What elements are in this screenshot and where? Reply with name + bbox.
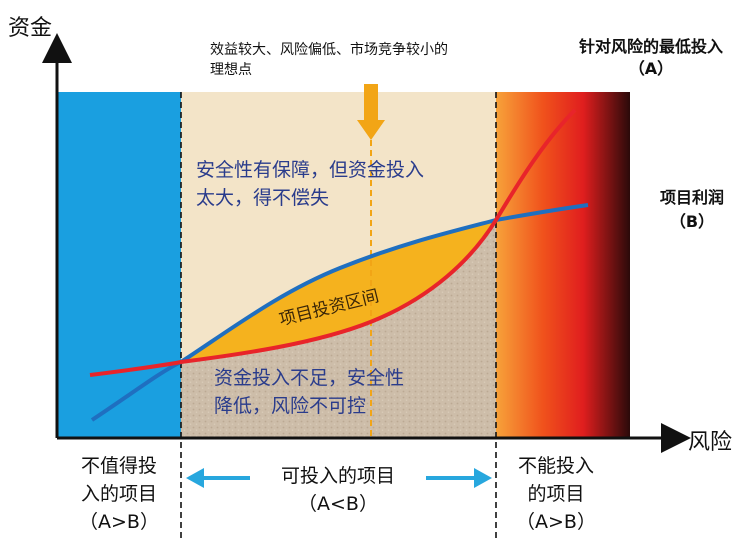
not-worth-line3: （A>B） xyxy=(79,511,159,533)
curve-b-label-line2: （B） xyxy=(669,212,715,231)
lower-texture-area xyxy=(181,220,496,438)
y-axis-label: 资金 xyxy=(8,16,53,41)
investable-line2: （A<B） xyxy=(298,493,378,515)
curve-b-label-line1: 项目利润 xyxy=(659,188,724,207)
investable-arrow-right-head xyxy=(474,468,492,488)
ideal-point-note: 效益较大、风险偏低、市场竞争较小的 理想点 xyxy=(210,40,448,80)
not-worth-line1: 不值得投 xyxy=(80,455,157,477)
cannot-invest-line3: （A>B） xyxy=(516,511,596,533)
ideal-point-note-line1: 效益较大、风险偏低、市场竞争较小的 xyxy=(210,42,448,58)
cannot-invest-line1: 不能投入 xyxy=(517,455,594,477)
curve-a-label: 针对风险的最低投入 （A） xyxy=(548,36,754,80)
investable-label: 可投入的项目 （A<B） xyxy=(250,462,426,518)
not-worth-label: 不值得投 入的项目 （A>B） xyxy=(60,452,178,536)
investable-arrow-left-head xyxy=(186,468,204,488)
under-investment-line1: 资金投入不足，安全性 xyxy=(214,367,405,389)
investment-band xyxy=(181,220,496,362)
x-axis-label: 风险 xyxy=(688,430,733,455)
left-zone xyxy=(57,92,181,438)
curve-b-label: 项目利润 （B） xyxy=(636,186,748,234)
ideal-point-arrow-head xyxy=(357,120,385,140)
cannot-invest-label: 不能投入 的项目 （A>B） xyxy=(500,452,612,536)
over-investment-text: 安全性有保障，但资金投入 太大，得不偿失 xyxy=(196,156,424,212)
curve-a-min-investment xyxy=(89,108,577,377)
curve-a-label-line2: （A） xyxy=(628,59,674,78)
under-investment-text: 资金投入不足，安全性 降低，风险不可控 xyxy=(214,364,404,420)
curve-a-label-line1: 针对风险的最低投入 xyxy=(578,37,723,56)
over-investment-line1: 安全性有保障，但资金投入 xyxy=(196,159,425,181)
under-investment-line2: 降低，风险不可控 xyxy=(214,395,367,417)
right-zone xyxy=(496,92,630,438)
investable-line1: 可投入的项目 xyxy=(280,465,395,487)
ideal-point-note-line2: 理想点 xyxy=(210,62,252,78)
arrow-label-mask xyxy=(250,462,426,494)
not-worth-line2: 入的项目 xyxy=(80,483,157,505)
over-investment-line2: 太大，得不偿失 xyxy=(196,187,330,209)
cannot-invest-line2: 的项目 xyxy=(527,483,585,505)
curve-b-profit xyxy=(90,203,589,422)
ideal-point-arrow-shaft xyxy=(364,84,378,124)
